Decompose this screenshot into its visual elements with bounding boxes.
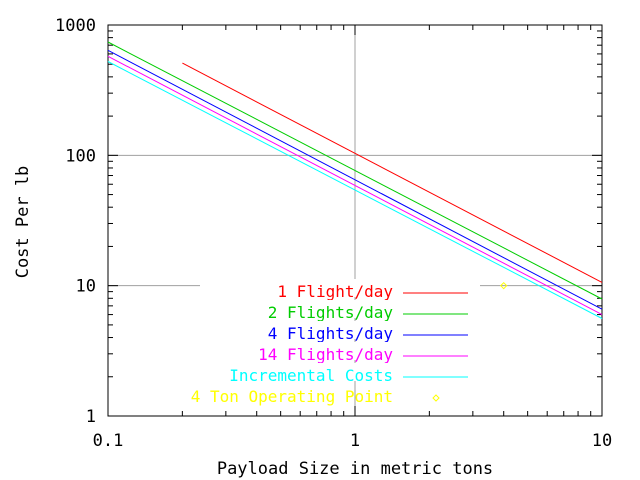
legend-marker bbox=[432, 394, 440, 402]
series-line bbox=[107, 61, 603, 319]
series-line bbox=[107, 55, 603, 316]
series-line bbox=[182, 62, 603, 283]
y-tick-label: 10 bbox=[76, 277, 96, 297]
axes: 0.1 1 10 1 10 100 1000 bbox=[55, 16, 612, 451]
legend-label: 2 Flights/day bbox=[268, 303, 394, 322]
legend-label: 4 Ton Operating Point bbox=[191, 387, 393, 406]
y-tick-label: 1 bbox=[86, 407, 96, 427]
y-tick-label: 100 bbox=[65, 146, 96, 166]
y-tick-label: 1000 bbox=[55, 16, 96, 36]
legend-label: 4 Flights/day bbox=[268, 324, 394, 343]
x-tick-label: 1 bbox=[350, 431, 360, 451]
legend-label: Incremental Costs bbox=[229, 366, 393, 385]
x-tick-label: 0.1 bbox=[93, 431, 124, 451]
series-line bbox=[107, 41, 603, 300]
legend-label: 1 Flight/day bbox=[277, 282, 393, 301]
legend: 1 Flight/day 2 Flights/day 4 Flights/day 14… bbox=[191, 279, 480, 406]
series-line bbox=[107, 49, 603, 310]
x-tick-label: 10 bbox=[592, 431, 612, 451]
legend-label: 14 Flights/day bbox=[258, 345, 393, 364]
x-axis-label: Payload Size in metric tons bbox=[217, 459, 493, 479]
y-axis-label: Cost Per lb bbox=[13, 166, 33, 279]
series bbox=[107, 41, 603, 319]
operating-point-marker bbox=[500, 281, 508, 290]
